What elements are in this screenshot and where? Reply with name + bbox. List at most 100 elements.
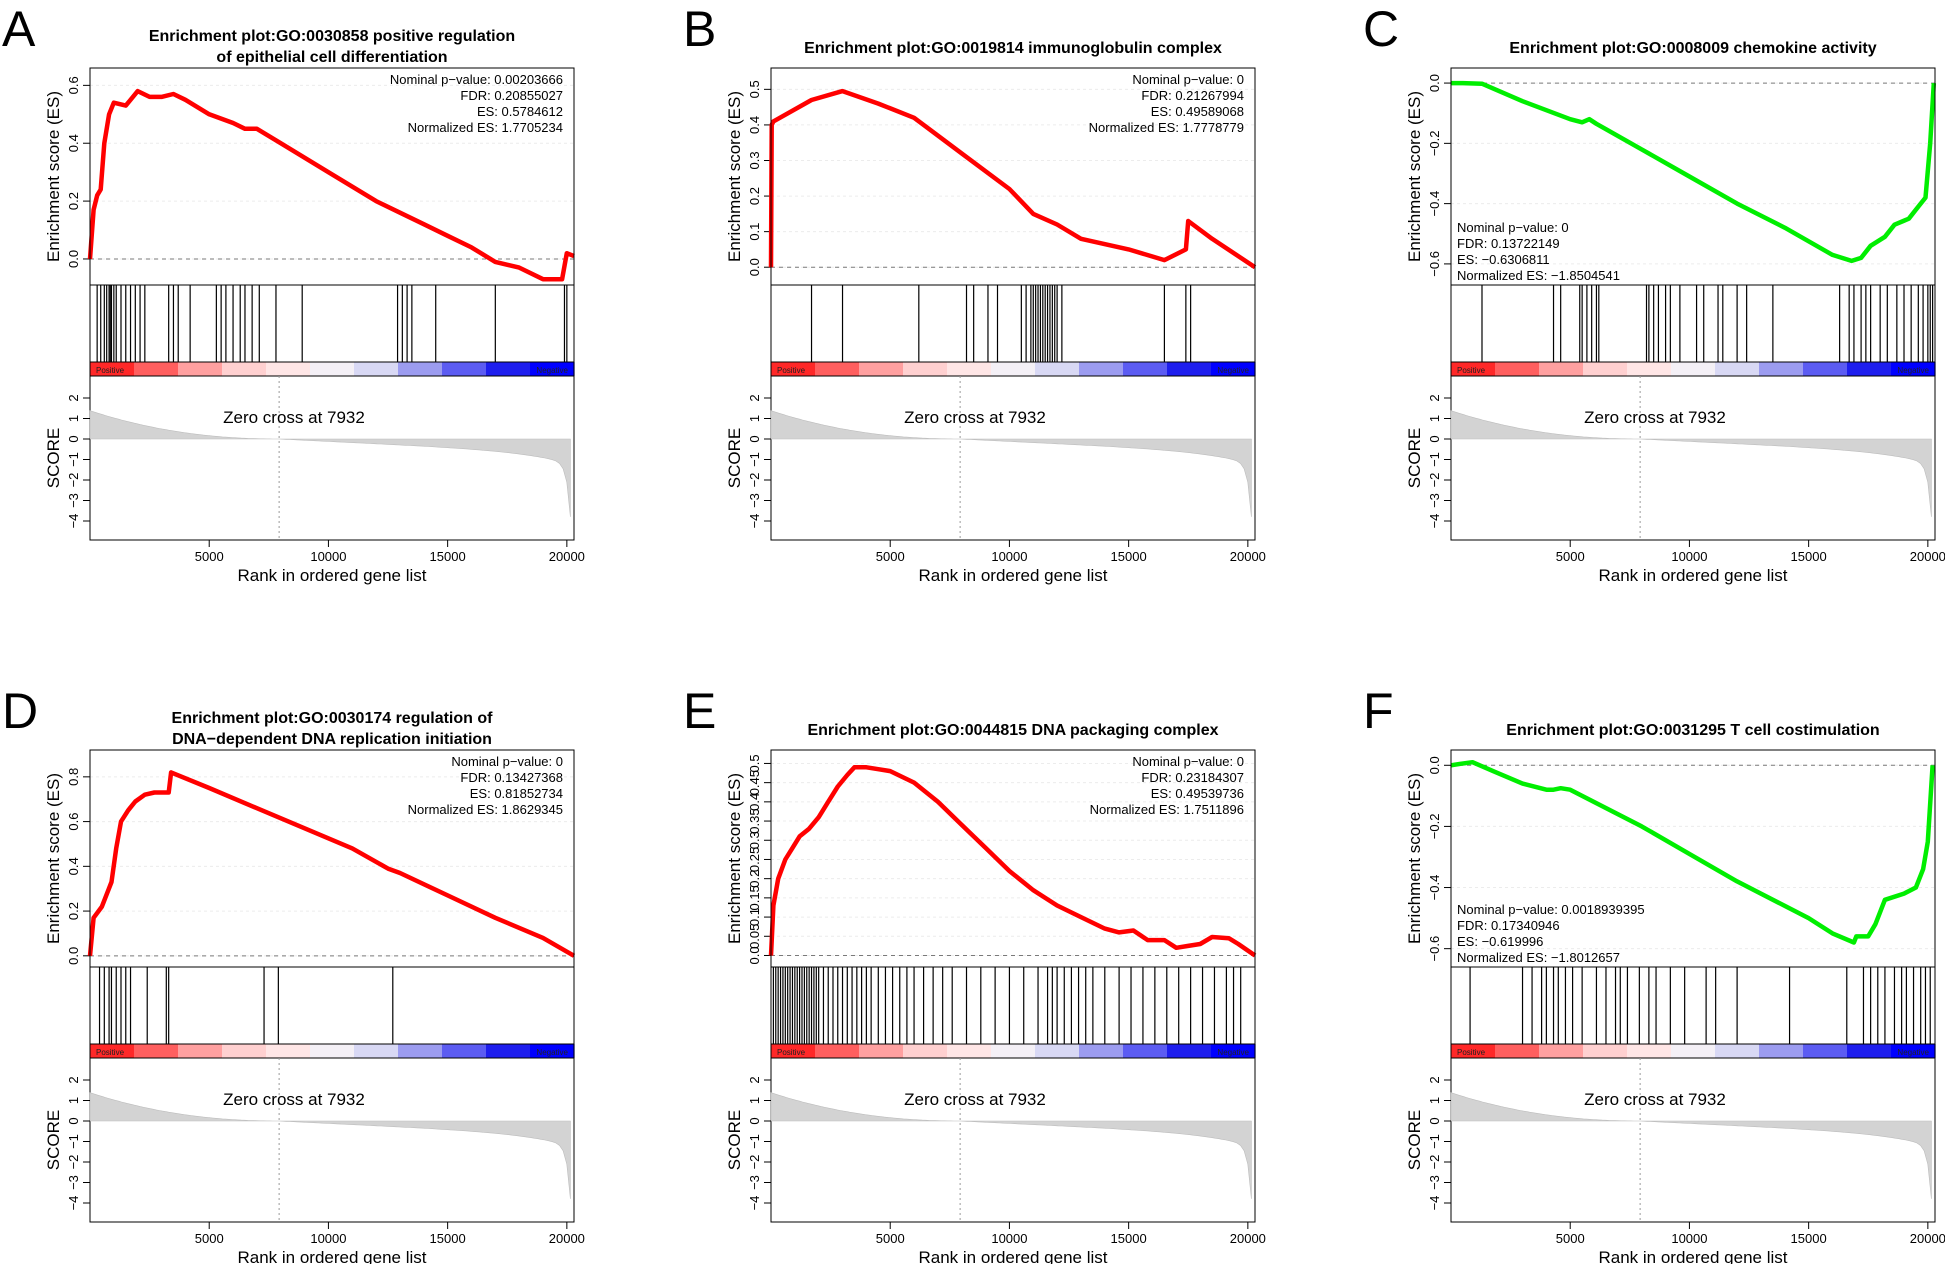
es-axis-label: Enrichment score (ES): [44, 91, 63, 262]
ramp-segment: [1035, 1044, 1080, 1058]
score-tick-label: −4: [747, 514, 762, 529]
panel-title-line: Enrichment plot:GO:0030858 positive regu…: [149, 28, 515, 45]
stat-line: ES: 0.5784612: [477, 104, 563, 119]
score-tick-label: −3: [747, 1175, 762, 1190]
score-tick-label: −4: [66, 1196, 81, 1211]
score-tick-label: 2: [66, 1076, 81, 1083]
ramp-positive-label: Positive: [96, 366, 125, 375]
panel-letter: F: [1363, 683, 1394, 739]
es-axis-label: Enrichment score (ES): [725, 773, 744, 944]
rank-tick-label: 10000: [991, 1231, 1027, 1246]
stat-line: FDR: 0.21267994: [1141, 88, 1244, 103]
rank-tick-label: 20000: [549, 549, 585, 564]
ramp-segment: [134, 362, 179, 376]
score-tick-label: 1: [747, 415, 762, 422]
ramp-segment: [771, 362, 816, 376]
score-tick-label: 2: [747, 1076, 762, 1083]
score-tick-label: −3: [1427, 1175, 1442, 1190]
ramp-segment: [1211, 362, 1256, 376]
ramp-segment: [178, 362, 223, 376]
rank-tick-label: 10000: [310, 1231, 346, 1246]
es-tick-label: 0.15: [747, 885, 762, 910]
es-tick-label: 0.1: [747, 908, 762, 926]
ramp-segment: [222, 1044, 267, 1058]
ramp-segment: [398, 1044, 443, 1058]
es-tick-label: −0.6: [1427, 936, 1442, 962]
panel-title-line: Enrichment plot:GO:0030174 regulation of: [172, 710, 494, 727]
ramp-negative-label: Negative: [1217, 1048, 1249, 1057]
score-tick-label: −1: [747, 1134, 762, 1149]
score-tick-label: −1: [66, 452, 81, 467]
es-tick-label: −0.2: [1427, 814, 1442, 840]
stat-line: Nominal p−value: 0: [451, 754, 563, 769]
stat-line: Normalized ES: 1.7511896: [1090, 802, 1244, 817]
ramp-segment: [442, 362, 487, 376]
score-tick-label: 1: [1427, 415, 1442, 422]
stat-line: FDR: 0.20855027: [460, 88, 563, 103]
ramp-segment: [398, 362, 443, 376]
score-tick-label: 1: [747, 1097, 762, 1104]
es-tick-label: 0.4: [66, 857, 81, 875]
hit-strip-frame: [1450, 966, 1936, 1045]
rank-tick-label: 15000: [1791, 1231, 1827, 1246]
rank-tick-label: 15000: [1111, 1231, 1147, 1246]
score-area: [89, 410, 571, 517]
es-tick-label: 0.0: [1427, 756, 1442, 774]
score-tick-label: 2: [66, 394, 81, 401]
ramp-segment: [1715, 1044, 1760, 1058]
ramp-segment: [1211, 1044, 1256, 1058]
hit-strip-frame: [770, 284, 1256, 363]
score-tick-label: 2: [1427, 1076, 1442, 1083]
ramp-segment: [1803, 1044, 1848, 1058]
score-plot-frame: [89, 1057, 575, 1223]
score-tick-label: −4: [66, 514, 81, 529]
es-tick-label: 0.5: [747, 80, 762, 98]
score-tick-label: −3: [66, 1175, 81, 1190]
hit-strip-frame: [770, 966, 1256, 1045]
score-tick-label: −2: [747, 473, 762, 488]
score-tick-label: −4: [747, 1196, 762, 1211]
es-axis-label: Enrichment score (ES): [1405, 773, 1424, 944]
rank-tick-label: 5000: [195, 1231, 224, 1246]
stat-line: Normalized ES: 1.7778779: [1089, 120, 1244, 135]
ramp-negative-label: Negative: [536, 366, 568, 375]
ramp-segment: [1451, 362, 1496, 376]
es-axis-label: Enrichment score (ES): [44, 773, 63, 944]
stat-line: FDR: 0.13427368: [460, 770, 563, 785]
score-tick-label: −1: [747, 452, 762, 467]
es-tick-label: −0.6: [1427, 251, 1442, 277]
ramp-negative-label: Negative: [1897, 1048, 1929, 1057]
es-tick-label: 0.8: [66, 768, 81, 786]
zero-cross-label: Zero cross at 7932: [904, 1090, 1046, 1109]
stat-line: ES: −0.619996: [1457, 934, 1543, 949]
hit-strip-frame: [89, 966, 575, 1045]
ramp-positive-label: Positive: [1457, 366, 1486, 375]
es-tick-label: 0.0: [66, 947, 81, 965]
ramp-segment: [222, 362, 267, 376]
es-tick-label: 0.05: [747, 924, 762, 949]
score-tick-label: 1: [1427, 1097, 1442, 1104]
ramp-segment: [266, 1044, 311, 1058]
ramp-segment: [1891, 1044, 1936, 1058]
ramp-segment: [1539, 1044, 1584, 1058]
ramp-segment: [178, 1044, 223, 1058]
stat-line: Normalized ES: 1.8629345: [408, 802, 563, 817]
rank-axis-label: Rank in ordered gene list: [1598, 1248, 1787, 1264]
panel-letter: D: [2, 683, 38, 739]
es-tick-label: 0.45: [747, 770, 762, 795]
ramp-segment: [1803, 362, 1848, 376]
ramp-segment: [991, 1044, 1036, 1058]
es-tick-label: 0.2: [747, 870, 762, 888]
es-tick-label: 0.4: [747, 116, 762, 134]
score-area: [770, 1092, 1252, 1199]
zero-cross-label: Zero cross at 7932: [1584, 1090, 1726, 1109]
score-tick-label: −3: [1427, 493, 1442, 508]
ramp-segment: [815, 1044, 860, 1058]
ramp-segment: [266, 362, 311, 376]
rank-tick-label: 5000: [195, 549, 224, 564]
rank-tick-label: 15000: [1111, 549, 1147, 564]
zero-cross-label: Zero cross at 7932: [1584, 408, 1726, 427]
score-axis-label: SCORE: [44, 1110, 63, 1170]
ramp-segment: [1891, 362, 1936, 376]
score-tick-label: −2: [1427, 1155, 1442, 1170]
